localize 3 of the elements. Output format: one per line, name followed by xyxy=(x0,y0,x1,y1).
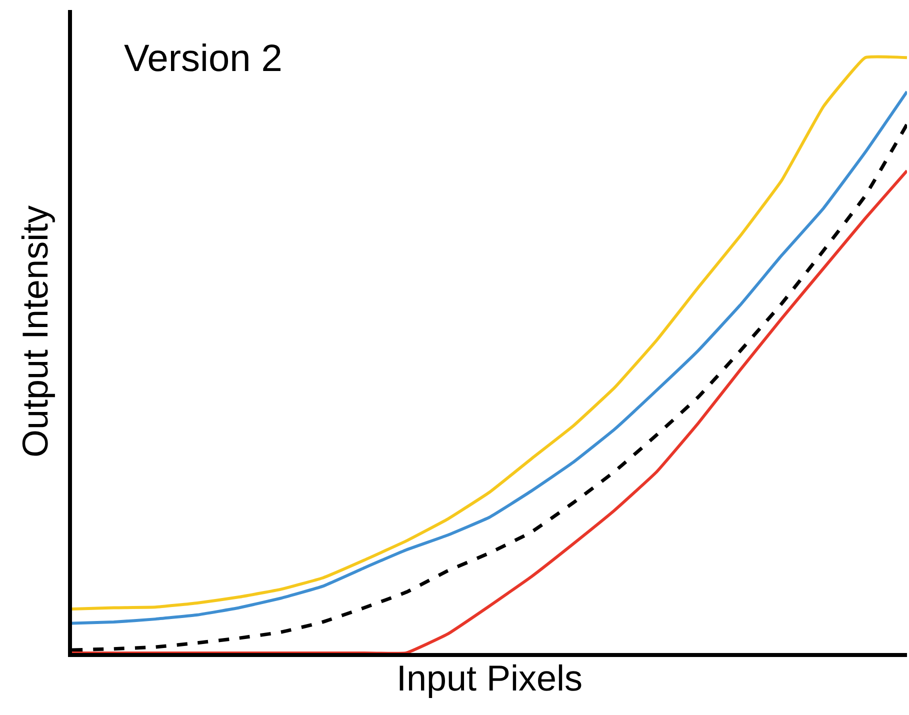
annotation: Version 2 xyxy=(124,38,282,80)
y-axis-title: Output Intensity xyxy=(14,205,56,458)
x-axis-title: Input Pixels xyxy=(396,658,583,699)
